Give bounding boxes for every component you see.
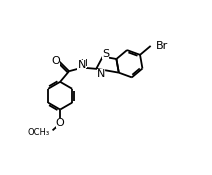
Text: OCH₃: OCH₃ (27, 128, 49, 137)
Text: O: O (51, 56, 60, 66)
Text: S: S (102, 48, 109, 58)
Text: N: N (77, 60, 86, 70)
Text: Br: Br (156, 41, 168, 51)
Text: N: N (97, 69, 106, 79)
Text: H: H (80, 59, 86, 68)
Text: O: O (56, 118, 64, 128)
